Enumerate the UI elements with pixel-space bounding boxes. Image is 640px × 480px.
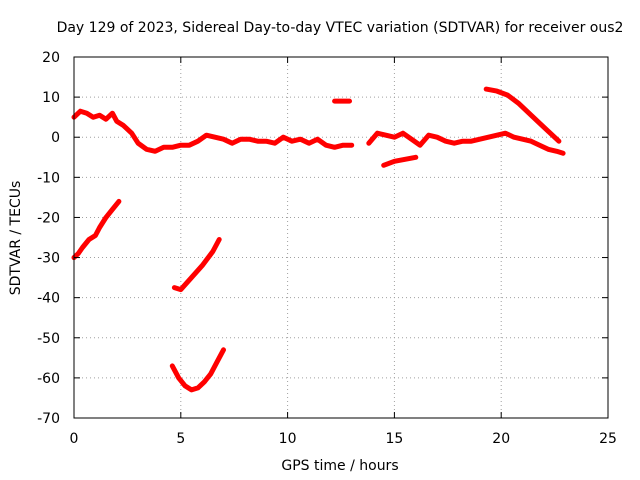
x-tick-label: 0 (70, 431, 79, 447)
x-tick-label: 5 (176, 431, 185, 447)
y-tick-label: -10 (37, 170, 60, 186)
plot-frame (73, 56, 609, 419)
y-tick-label: -40 (37, 291, 60, 307)
series-arc-4 (381, 154, 419, 168)
x-tick-label: 10 (279, 431, 297, 447)
chart-title: Day 129 of 2023, Sidereal Day-to-day VTE… (57, 20, 624, 36)
ticks (73, 56, 609, 419)
series-layer (71, 86, 566, 393)
y-tick-label: -30 (37, 251, 60, 267)
series-arc-6 (71, 198, 122, 261)
y-tick-label: 10 (42, 90, 60, 106)
series-arc-7 (171, 237, 222, 293)
y-tick-label: -20 (37, 210, 60, 226)
y-tick-labels: 20 10 0 -10 -20 -30 -40 -50 -60 -70 (37, 50, 60, 427)
x-tick-label: 15 (385, 431, 403, 447)
x-tick-label: 20 (492, 431, 510, 447)
series-arc-5 (483, 86, 562, 144)
y-tick-label: -60 (37, 371, 60, 387)
y-tick-label: -70 (37, 411, 60, 427)
y-tick-label: 20 (42, 50, 60, 66)
series-arc-3 (366, 130, 566, 156)
x-axis-label: GPS time / hours (281, 458, 398, 474)
x-tick-labels: 0 5 10 15 20 25 (70, 431, 617, 447)
series-arc-8 (169, 347, 226, 393)
y-axis-label: SDTVAR / TECUs (8, 181, 24, 296)
series-arc-1 (71, 108, 355, 154)
x-tick-label: 25 (599, 431, 617, 447)
y-tick-label: -50 (37, 331, 60, 347)
y-tick-label: 0 (51, 130, 60, 146)
